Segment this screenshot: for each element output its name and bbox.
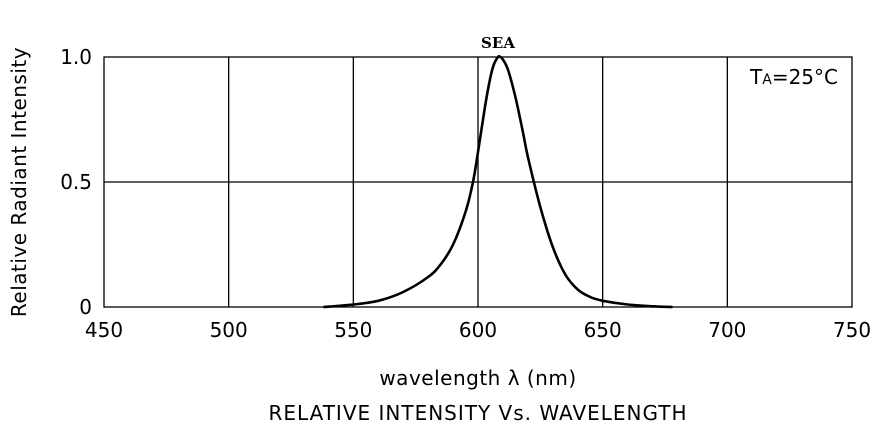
y-axis-label: Relative Radiant Intensity: [7, 47, 31, 317]
x-axis-label: wavelength λ (nm): [379, 366, 576, 390]
series-line-sea: [323, 54, 673, 309]
y-tick-label-0: 0: [79, 295, 92, 319]
x-tick-label-500: 500: [210, 318, 248, 342]
y-tick-label-0-5: 0.5: [60, 170, 92, 194]
x-tick-label-750: 750: [833, 318, 871, 342]
x-tick-label-600: 600: [459, 318, 497, 342]
temperature-condition-sub: A: [762, 72, 772, 88]
temperature-condition: TA=25°C: [749, 65, 838, 89]
temperature-condition-value: =25°C: [772, 65, 838, 89]
chart-title: RELATIVE INTENSITY Vs. WAVELENGTH: [268, 401, 687, 425]
grid-layer: [104, 57, 852, 307]
x-tick-label-450: 450: [85, 318, 123, 342]
temperature-condition-t: T: [749, 65, 763, 89]
series-label-sea: SEA: [481, 34, 515, 52]
x-tick-labels: 450 500 550 600 650 700 750: [85, 318, 871, 342]
x-tick-label-650: 650: [584, 318, 622, 342]
y-tick-labels: 0 0.5 1.0: [60, 45, 92, 319]
plot-frame: [103, 56, 853, 308]
x-tick-label-700: 700: [708, 318, 746, 342]
x-tick-label-550: 550: [334, 318, 372, 342]
y-tick-label-1-0: 1.0: [60, 45, 92, 69]
